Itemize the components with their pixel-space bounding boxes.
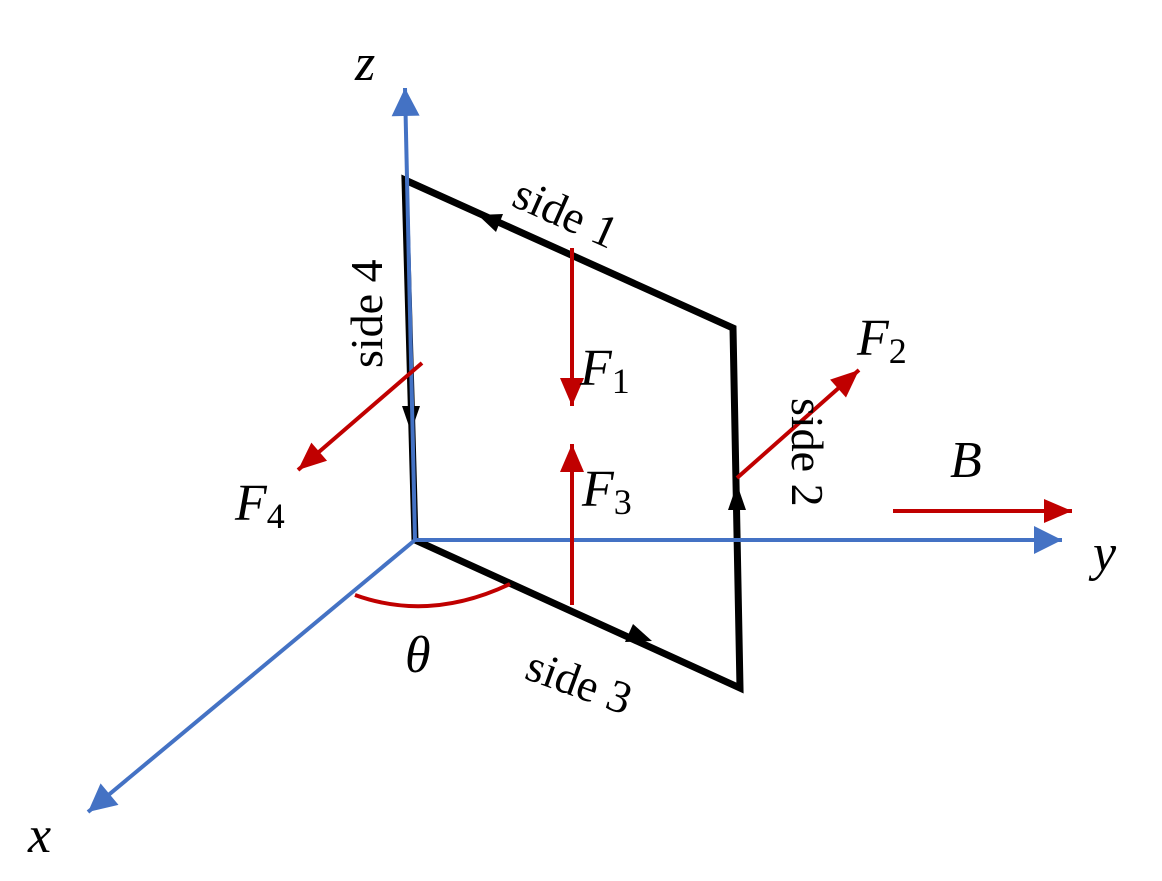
force-subscript: 2 <box>889 331 907 371</box>
axis-label: x <box>27 807 51 864</box>
force-arrow <box>735 368 861 480</box>
axis-label: y <box>1088 525 1117 582</box>
x-axis <box>86 538 417 814</box>
field-label: B <box>950 432 982 489</box>
axis-label: z <box>354 35 375 92</box>
force-symbol: F <box>856 310 890 367</box>
force-arrow <box>296 361 424 472</box>
force-subscript: 3 <box>614 482 632 522</box>
force-subscript: 1 <box>612 361 630 401</box>
side-label: side 2 <box>782 398 833 507</box>
force-label: F2 <box>856 310 907 371</box>
force-label: F1 <box>579 340 630 401</box>
side-label: side 3 <box>520 639 640 724</box>
current-arrow <box>625 624 652 642</box>
current-arrow <box>478 214 503 232</box>
force-symbol: F <box>234 475 268 532</box>
force-symbol: F <box>579 340 613 397</box>
force-label: F3 <box>581 461 632 522</box>
angle-arc <box>354 582 511 609</box>
side-label: side 1 <box>506 168 626 259</box>
force-subscript: 4 <box>267 496 285 536</box>
force-label: F4 <box>234 475 285 536</box>
side-label: side 4 <box>341 259 392 368</box>
z-axis <box>391 87 420 541</box>
current-arrow <box>728 484 746 510</box>
force-symbol: F <box>581 461 615 518</box>
angle-label: θ <box>405 627 431 684</box>
